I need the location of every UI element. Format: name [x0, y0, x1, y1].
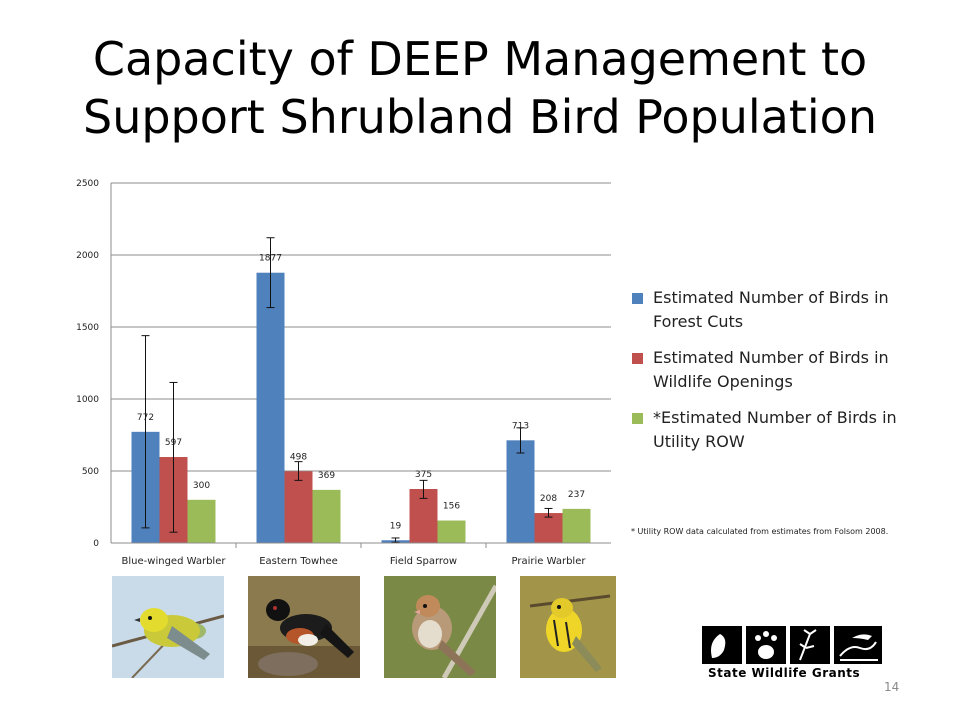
- legend-label-wildlife-openings: Estimated Number of Birds in Wildlife Op…: [653, 348, 889, 391]
- data-label: 19: [390, 521, 402, 531]
- data-label: 597: [165, 438, 182, 448]
- x-tick-label: Eastern Towhee: [259, 556, 338, 567]
- title-line-1: Capacity of DEEP Management to: [92, 32, 868, 86]
- legend-swatch-wildlife-openings: [632, 353, 643, 364]
- state-wildlife-grants-logo: State Wildlife Grants: [700, 622, 890, 684]
- slide-title: Capacity of DEEP Management to Support S…: [40, 30, 920, 146]
- y-tick-label: 2000: [76, 251, 99, 261]
- eastern-towhee-photo: [248, 576, 360, 678]
- legend-swatch-utility-row: [632, 413, 643, 424]
- data-label: 375: [415, 470, 432, 480]
- prairie-warbler-photo: [520, 576, 616, 678]
- bar: [284, 471, 313, 543]
- legend-item-utility-row: *Estimated Number of Birds in Utility RO…: [632, 406, 932, 466]
- data-label: 369: [318, 471, 335, 481]
- bar-chart: 772 597 300 1877 498 369 19 375 156 713 208 237 0 50…: [76, 179, 611, 567]
- legend-swatch-forest-cuts: [632, 293, 643, 304]
- y-tick-label: 0: [93, 539, 99, 549]
- y-tick-label: 500: [82, 467, 99, 477]
- page-number: 14: [884, 680, 900, 694]
- field-sparrow-photo: [384, 576, 496, 678]
- bar: [506, 440, 535, 543]
- bar: [562, 508, 591, 543]
- blue-winged-warbler-photo: [112, 576, 224, 678]
- x-tick-label: Prairie Warbler: [512, 556, 587, 567]
- bar: [534, 513, 563, 543]
- logo-text: State Wildlife Grants: [708, 666, 861, 680]
- data-label: 300: [193, 481, 210, 491]
- data-label: 237: [568, 490, 585, 500]
- x-tick-label: Field Sparrow: [390, 556, 457, 567]
- legend-label-forest-cuts: Estimated Number of Birds in Forest Cuts: [653, 288, 889, 331]
- bar: [437, 520, 466, 543]
- data-label: 156: [443, 502, 460, 512]
- y-tick-label: 1500: [76, 323, 99, 333]
- bar: [256, 272, 285, 543]
- bar: [187, 499, 216, 543]
- data-label: 772: [137, 413, 154, 423]
- data-label: 713: [512, 421, 529, 431]
- data-label: 208: [540, 494, 557, 504]
- x-tick-label: Blue-winged Warbler: [122, 556, 227, 567]
- legend-item-forest-cuts: Estimated Number of Birds in Forest Cuts: [632, 286, 932, 346]
- legend-item-wildlife-openings: Estimated Number of Birds in Wildlife Op…: [632, 346, 932, 406]
- bar: [312, 489, 341, 543]
- chart-legend: Estimated Number of Birds in Forest Cuts…: [632, 286, 932, 466]
- y-tick-label: 1000: [76, 395, 99, 405]
- legend-label-utility-row: *Estimated Number of Birds in Utility RO…: [653, 408, 897, 451]
- data-label: 1877: [259, 254, 282, 264]
- y-tick-label: 2500: [76, 179, 99, 189]
- footnote: * Utility ROW data calculated from estim…: [631, 527, 889, 536]
- title-line-2: Support Shrubland Bird Population: [83, 90, 877, 144]
- data-label: 498: [290, 452, 307, 462]
